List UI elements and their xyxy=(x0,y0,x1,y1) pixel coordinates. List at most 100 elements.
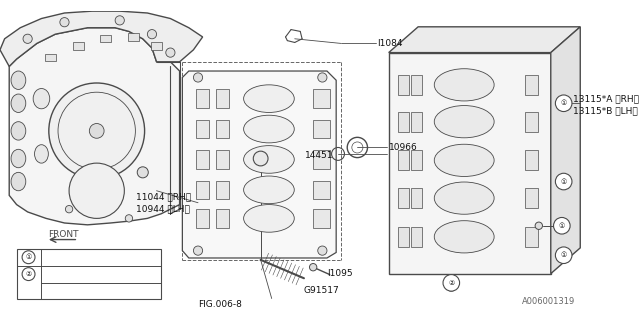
Bar xyxy=(216,120,229,138)
Bar xyxy=(398,188,409,208)
Circle shape xyxy=(22,251,35,264)
Bar xyxy=(313,180,330,199)
Circle shape xyxy=(317,246,327,255)
Text: A006001319: A006001319 xyxy=(522,297,575,306)
Circle shape xyxy=(166,48,175,57)
Polygon shape xyxy=(182,71,336,258)
Text: ①: ① xyxy=(26,254,31,260)
Text: 14451: 14451 xyxy=(305,151,333,160)
Polygon shape xyxy=(591,88,623,110)
Polygon shape xyxy=(9,28,180,225)
Text: J20883: J20883 xyxy=(45,253,74,262)
Circle shape xyxy=(115,16,124,25)
Text: I1095: I1095 xyxy=(327,269,353,278)
Bar xyxy=(196,180,209,199)
Bar xyxy=(525,75,538,95)
Circle shape xyxy=(447,282,456,291)
Circle shape xyxy=(253,151,268,166)
Polygon shape xyxy=(551,27,580,274)
Ellipse shape xyxy=(11,149,26,168)
Circle shape xyxy=(22,268,35,281)
Polygon shape xyxy=(591,152,623,174)
Bar xyxy=(128,33,139,41)
Text: I1084: I1084 xyxy=(378,39,403,48)
Text: J20884(-’13MY1210): J20884(-’13MY1210) xyxy=(45,270,125,279)
Bar xyxy=(398,227,409,247)
Circle shape xyxy=(556,173,572,190)
Bar xyxy=(196,150,209,169)
Circle shape xyxy=(556,95,572,112)
Text: ①: ① xyxy=(561,100,567,106)
Circle shape xyxy=(310,263,317,271)
Text: 10944 〈LH〉: 10944 〈LH〉 xyxy=(136,205,190,214)
Bar xyxy=(525,188,538,208)
Text: ①: ① xyxy=(561,179,567,185)
Circle shape xyxy=(65,205,73,213)
Bar xyxy=(313,120,330,138)
Bar xyxy=(411,227,422,247)
Bar xyxy=(151,43,162,50)
Bar xyxy=(45,53,56,61)
Ellipse shape xyxy=(435,69,494,101)
Ellipse shape xyxy=(435,106,494,138)
Text: 11044 〈RH〉: 11044 〈RH〉 xyxy=(136,193,191,202)
Bar xyxy=(398,75,409,95)
Ellipse shape xyxy=(244,176,294,204)
Ellipse shape xyxy=(244,85,294,112)
Text: ①: ① xyxy=(561,252,567,258)
Text: 10966: 10966 xyxy=(388,143,417,152)
Circle shape xyxy=(90,124,104,138)
Circle shape xyxy=(125,215,132,222)
Bar xyxy=(411,75,422,95)
Circle shape xyxy=(556,247,572,263)
Text: ①: ① xyxy=(559,223,565,229)
Text: G91517: G91517 xyxy=(304,286,340,295)
Bar xyxy=(216,209,229,228)
Circle shape xyxy=(137,167,148,178)
Circle shape xyxy=(554,218,570,234)
Ellipse shape xyxy=(244,146,294,173)
Circle shape xyxy=(193,73,203,82)
Text: ②: ② xyxy=(26,271,31,277)
Ellipse shape xyxy=(11,122,26,140)
Text: ②: ② xyxy=(448,280,454,286)
Bar xyxy=(216,150,229,169)
Circle shape xyxy=(60,18,69,27)
Bar xyxy=(411,188,422,208)
Ellipse shape xyxy=(11,172,26,191)
Ellipse shape xyxy=(11,94,26,112)
Polygon shape xyxy=(388,27,580,52)
Circle shape xyxy=(147,29,157,39)
Circle shape xyxy=(49,83,145,179)
Bar xyxy=(313,90,330,108)
Bar xyxy=(525,112,538,132)
Ellipse shape xyxy=(35,145,49,163)
Ellipse shape xyxy=(11,71,26,90)
Circle shape xyxy=(193,246,203,255)
Ellipse shape xyxy=(244,204,294,232)
Bar xyxy=(100,35,111,43)
Ellipse shape xyxy=(435,144,494,177)
Polygon shape xyxy=(17,249,161,300)
Bar xyxy=(216,180,229,199)
Bar xyxy=(411,150,422,171)
Circle shape xyxy=(69,163,124,218)
Bar xyxy=(196,120,209,138)
Bar xyxy=(313,209,330,228)
Bar xyxy=(411,112,422,132)
Circle shape xyxy=(23,34,32,44)
Circle shape xyxy=(443,275,460,291)
Bar xyxy=(398,112,409,132)
Ellipse shape xyxy=(435,221,494,253)
Circle shape xyxy=(598,94,607,103)
Bar xyxy=(398,150,409,171)
Circle shape xyxy=(535,222,543,229)
Bar xyxy=(196,209,209,228)
Text: FIG.006-8: FIG.006-8 xyxy=(198,300,242,308)
Ellipse shape xyxy=(435,182,494,214)
Text: 13115*A 〈RH〉: 13115*A 〈RH〉 xyxy=(573,94,639,103)
Circle shape xyxy=(317,73,327,82)
Polygon shape xyxy=(388,52,551,274)
Bar xyxy=(216,90,229,108)
Text: FRONT: FRONT xyxy=(48,229,78,238)
